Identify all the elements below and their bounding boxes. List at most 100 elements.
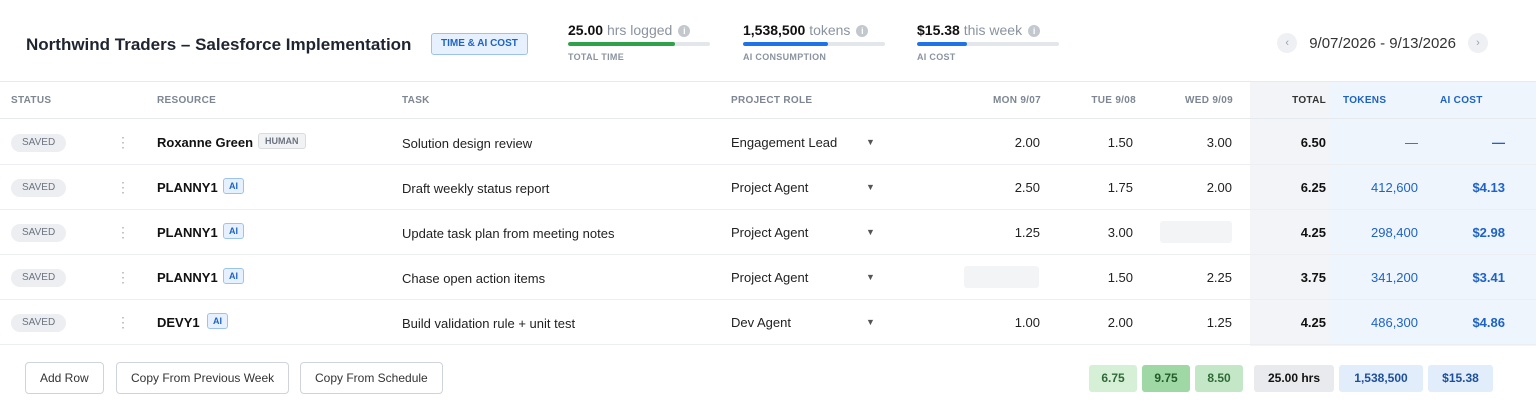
status-badge: SAVED — [11, 134, 67, 152]
info-icon[interactable]: i — [1028, 25, 1041, 37]
col-status: STATUS — [11, 95, 52, 106]
row-tokens: 486,300 — [1371, 315, 1418, 330]
row-total: 6.50 — [1300, 135, 1326, 150]
col-project-role: PROJECT ROLE — [731, 95, 813, 106]
hours-mon[interactable]: 1.00 — [1014, 315, 1040, 330]
progress-fill — [743, 42, 829, 46]
add-row-button[interactable]: Add Row — [25, 362, 104, 394]
hours-tue[interactable]: 1.50 — [1107, 270, 1133, 285]
chevron-right-icon[interactable]: › — [1468, 33, 1488, 53]
row-tokens: 298,400 — [1371, 225, 1418, 240]
metric-caption: AI COST — [917, 52, 956, 62]
row-total: 6.25 — [1300, 180, 1326, 195]
date-navigator: ‹ 9/07/2026 - 9/13/2026 › — [1277, 33, 1488, 53]
info-icon[interactable]: i — [856, 25, 869, 37]
task-name[interactable]: Chase open action items — [402, 271, 546, 286]
copy-from-previous-week-button[interactable]: Copy From Previous Week — [116, 362, 290, 394]
hours-wed[interactable]: 1.25 — [1206, 315, 1232, 330]
metric-caption: AI CONSUMPTION — [743, 52, 827, 62]
resource-name: Roxanne Green — [157, 135, 254, 150]
metric-total-time: 25.00 hrs logged i TOTAL TIME — [568, 22, 710, 62]
kebab-menu-icon[interactable]: ⋮ — [116, 134, 130, 150]
kebab-menu-icon[interactable]: ⋮ — [116, 269, 130, 285]
hours-wed[interactable]: 2.25 — [1206, 270, 1232, 285]
total-hours: 25.00 hrs — [1254, 365, 1334, 392]
metric-unit: tokens — [809, 22, 851, 38]
resource-name: PLANNY1 — [157, 180, 218, 195]
table-header — [0, 82, 1536, 119]
resource-name: PLANNY1 — [157, 225, 218, 240]
task-name[interactable]: Solution design review — [402, 136, 533, 151]
metric-value: $15.38 — [917, 22, 960, 38]
task-name[interactable]: Update task plan from meeting notes — [402, 226, 615, 241]
metric-unit: this week — [963, 22, 1023, 38]
row-tokens: 412,600 — [1371, 180, 1418, 195]
project-role-select[interactable]: Project Agent — [731, 180, 809, 195]
kebab-menu-icon[interactable]: ⋮ — [116, 314, 130, 330]
row-total: 4.25 — [1300, 225, 1326, 240]
hours-tue[interactable]: 3.00 — [1107, 225, 1133, 240]
hours-tue[interactable]: 1.75 — [1107, 180, 1133, 195]
metric-ai-consumption: 1,538,500 tokens i AI CONSUMPTION — [743, 22, 885, 62]
total-wed: 8.50 — [1195, 365, 1243, 392]
resource-name: PLANNY1 — [157, 270, 218, 285]
hours-wed[interactable]: 3.00 — [1206, 135, 1232, 150]
col-task: TASK — [402, 95, 430, 106]
metric-ai-cost: $15.38 this week i AI COST — [917, 22, 1059, 62]
resource-name: DEVY1 — [157, 315, 200, 330]
project-role-select[interactable]: Dev Agent — [731, 315, 791, 330]
hours-wed-empty[interactable] — [1160, 221, 1232, 243]
row-ai-cost: $2.98 — [1472, 225, 1505, 240]
row-tokens: — — [1405, 135, 1418, 150]
hours-tue[interactable]: 1.50 — [1107, 135, 1133, 150]
progress-bar — [743, 42, 885, 46]
hours-mon[interactable]: 2.50 — [1014, 180, 1040, 195]
ai-columns-bg — [1329, 82, 1536, 346]
chevron-down-icon[interactable]: ▼ — [866, 137, 875, 147]
total-tue: 9.75 — [1142, 365, 1190, 392]
row-ai-cost: $3.41 — [1472, 270, 1505, 285]
kebab-menu-icon[interactable]: ⋮ — [116, 224, 130, 240]
col-resource: RESOURCE — [157, 95, 217, 106]
chevron-down-icon[interactable]: ▼ — [866, 182, 875, 192]
chevron-down-icon[interactable]: ▼ — [866, 317, 875, 327]
copy-from-schedule-button[interactable]: Copy From Schedule — [300, 362, 443, 394]
kebab-menu-icon[interactable]: ⋮ — [116, 179, 130, 195]
total-mon: 6.75 — [1089, 365, 1137, 392]
status-badge: SAVED — [11, 224, 67, 242]
resource-type-tag: AI — [207, 313, 228, 329]
time-ai-cost-badge: TIME & AI COST — [431, 33, 528, 55]
metric-value: 1,538,500 — [743, 22, 806, 38]
hours-mon[interactable]: 1.25 — [1014, 225, 1040, 240]
progress-fill — [917, 42, 967, 46]
row-ai-cost: $4.86 — [1472, 315, 1505, 330]
chevron-down-icon[interactable]: ▼ — [866, 272, 875, 282]
table-row: SAVED ⋮ DEVY1 AI Build validation rule +… — [0, 300, 1536, 345]
metric-value: 25.00 — [568, 22, 604, 38]
hours-tue[interactable]: 2.00 — [1107, 315, 1133, 330]
task-name[interactable]: Build validation rule + unit test — [402, 316, 576, 331]
progress-fill — [568, 42, 675, 46]
status-badge: SAVED — [11, 269, 67, 287]
resource-type-tag: AI — [223, 268, 244, 284]
hours-mon[interactable]: 2.00 — [1014, 135, 1040, 150]
progress-bar — [917, 42, 1059, 46]
info-icon[interactable]: i — [678, 25, 691, 37]
project-role-select[interactable]: Engagement Lead — [731, 135, 838, 150]
project-title: Northwind Traders – Salesforce Implement… — [26, 35, 412, 54]
hours-wed[interactable]: 2.00 — [1206, 180, 1232, 195]
row-ai-cost: $4.13 — [1472, 180, 1505, 195]
hours-mon-empty[interactable] — [964, 266, 1039, 288]
col-wed: WED 9/09 — [1185, 95, 1233, 106]
row-ai-cost: — — [1492, 135, 1505, 150]
date-range: 9/07/2026 - 9/13/2026 — [1309, 34, 1456, 52]
metric-caption: TOTAL TIME — [568, 52, 624, 62]
project-role-select[interactable]: Project Agent — [731, 270, 809, 285]
task-name[interactable]: Draft weekly status report — [402, 181, 550, 196]
project-role-select[interactable]: Project Agent — [731, 225, 809, 240]
chevron-down-icon[interactable]: ▼ — [866, 227, 875, 237]
col-total: TOTAL — [1292, 95, 1326, 106]
row-total: 4.25 — [1300, 315, 1326, 330]
col-ai-cost: AI COST — [1440, 95, 1483, 106]
chevron-left-icon[interactable]: ‹ — [1277, 33, 1298, 53]
